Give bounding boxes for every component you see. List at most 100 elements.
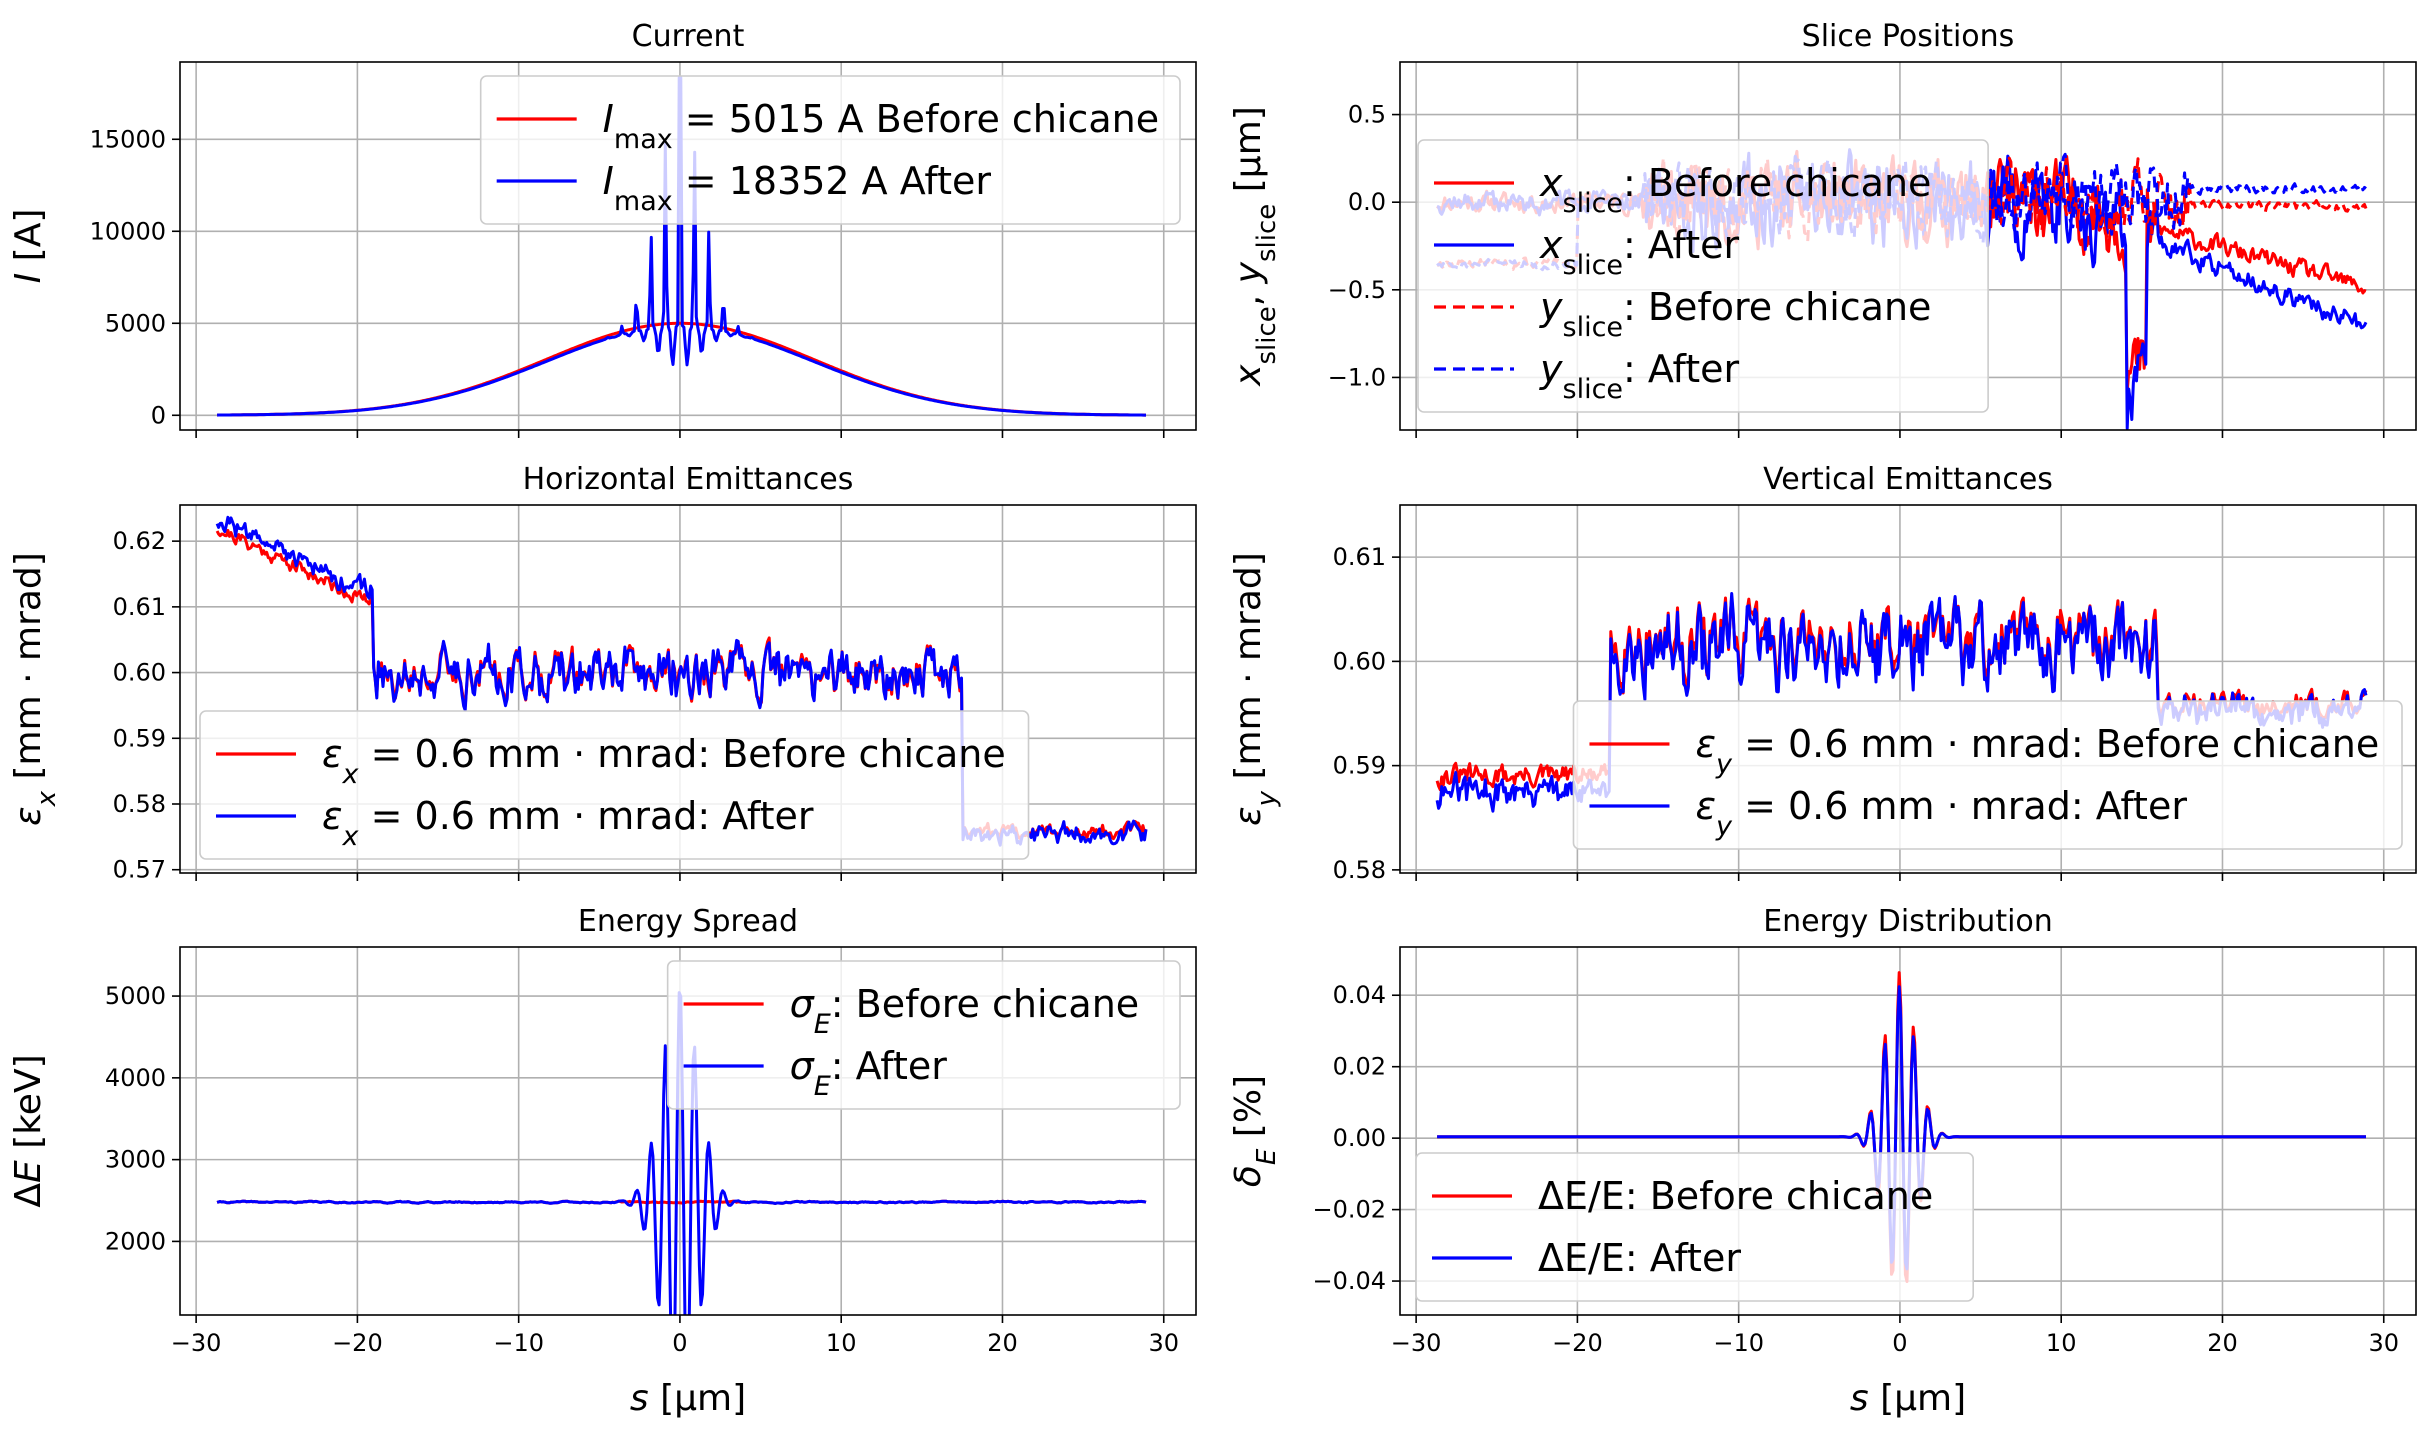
y-tick-label: 0.5 xyxy=(1348,101,1386,129)
legend-entry: xslice: After xyxy=(1539,223,1740,281)
y-tick-label: 0.02 xyxy=(1333,1053,1386,1081)
y-axis-label-part: [keV] xyxy=(8,1054,49,1160)
y-axis-label-part: slice xyxy=(1252,306,1282,364)
y-tick-label: 0 xyxy=(151,401,166,429)
y-axis-label-part: x xyxy=(1228,364,1269,387)
panel-title: Energy Distribution xyxy=(1763,904,2053,939)
legend: εy = 0.6 mm · mrad: Before chicane εy = 0… xyxy=(1572,700,2403,850)
y-axis-label-part: ε xyxy=(1228,806,1269,825)
legend-entry-sub: y xyxy=(1715,749,1733,780)
y-axis-label-part: ε xyxy=(8,806,49,825)
legend-entry: ΔE/E: After xyxy=(1538,1236,1741,1280)
legend-entry-symbol: y xyxy=(1539,285,1563,329)
legend-entry-text: = 0.6 mm · mrad: After xyxy=(359,794,814,838)
x-tick-label: 20 xyxy=(987,1329,1018,1357)
x-tick-label: −20 xyxy=(332,1329,383,1357)
y-tick-label: 2000 xyxy=(105,1227,166,1255)
series-line-1 xyxy=(217,321,1146,417)
legend-entry: Imax = 5015 A Before chicane xyxy=(603,97,1159,155)
x-tick-label: 0 xyxy=(1892,1329,1907,1357)
legend-entry-sub: max xyxy=(614,124,673,155)
y-axis-label-part: δ xyxy=(1228,1165,1269,1187)
panel-title: Horizontal Emittances xyxy=(523,462,854,497)
legend-entry: yslice: After xyxy=(1539,347,1740,405)
x-axis-label: s [µm] xyxy=(1850,1378,1966,1419)
y-axis-label-part: y xyxy=(1252,790,1282,807)
y-axis-label-part: [mm · mrad] xyxy=(8,552,49,791)
legend-entry-symbol: ε xyxy=(322,732,343,776)
x-tick-label: −30 xyxy=(171,1329,222,1357)
y-axis-label-part: [µm] xyxy=(1228,106,1269,204)
legend-entry-text: : After xyxy=(831,1044,948,1088)
y-axis-label: εx [mm · mrad] xyxy=(8,552,62,826)
y-tick-label: 0.57 xyxy=(113,856,166,884)
legend-entry-sub: max xyxy=(614,186,673,217)
x-axis-label-unit: [µm] xyxy=(1869,1378,1967,1419)
legend-entry-text: : After xyxy=(1623,223,1740,267)
legend-entry-symbol: I xyxy=(603,97,614,141)
y-axis-label: I [A] xyxy=(8,209,49,284)
legend-entry-sub: x xyxy=(342,821,360,852)
y-tick-label: 0.61 xyxy=(113,593,166,621)
legend-entry-text: : Before chicane xyxy=(1623,285,1931,329)
y-tick-label: −0.04 xyxy=(1312,1267,1386,1295)
legend-entry-symbol: y xyxy=(1539,347,1563,391)
legend-entry: εx = 0.6 mm · mrad: Before chicane xyxy=(322,732,1006,790)
legend-entry-text: : Before chicane xyxy=(1623,161,1931,205)
legend-entry-symbol: ΔE/E xyxy=(1538,1174,1625,1218)
y-axis-label-part: slice xyxy=(1252,204,1282,262)
y-tick-label: 0.60 xyxy=(113,659,166,687)
plot-frame xyxy=(179,504,1197,874)
legend-box xyxy=(1417,139,1989,413)
series-line-2 xyxy=(1437,985,2366,1271)
y-tick-label: 0.59 xyxy=(113,724,166,752)
legend-entry-symbol: ε xyxy=(1695,784,1716,828)
plot-frame xyxy=(179,61,1197,431)
y-tick-label: 0.58 xyxy=(113,790,166,818)
y-tick-label: 5000 xyxy=(105,982,166,1010)
panel-title: Current xyxy=(632,19,745,54)
series-line-3 xyxy=(1436,155,2368,271)
legend-entry-symbol: ε xyxy=(1695,722,1716,766)
legend-box xyxy=(199,710,1030,860)
panel-title: Vertical Emittances xyxy=(1763,462,2053,497)
y-tick-label: 0.61 xyxy=(1333,543,1386,571)
x-axis-label-symbol: s xyxy=(630,1378,649,1419)
y-tick-label: 0.0 xyxy=(1348,188,1386,216)
legend-entry: Imax = 18352 A After xyxy=(603,159,992,217)
legend-entry-sub: E xyxy=(814,1071,831,1102)
y-axis-label-part: y xyxy=(1228,261,1269,284)
x-tick-label: 10 xyxy=(826,1329,857,1357)
legend-entry-sub: x xyxy=(342,759,360,790)
legend-entry-sub: slice xyxy=(1563,250,1624,281)
y-tick-label: 15000 xyxy=(90,125,166,153)
panel-title: Slice Positions xyxy=(1802,19,2015,54)
x-tick-label: 30 xyxy=(2368,1329,2399,1357)
plot-frame xyxy=(1399,946,2417,1316)
x-tick-label: −10 xyxy=(493,1329,544,1357)
plot-frame xyxy=(1399,504,2417,874)
y-axis-label: εy [mm · mrad] xyxy=(1228,552,1282,826)
legend-entry: σE: After xyxy=(790,1044,948,1102)
x-tick-label: 20 xyxy=(2207,1329,2238,1357)
legend-entry-text: : Before chicane xyxy=(1625,1174,1933,1218)
legend-entry: σE: Before chicane xyxy=(790,982,1140,1040)
legend: ΔE/E: Before chicane ΔE/E: After xyxy=(1415,1152,1975,1302)
x-tick-label: 0 xyxy=(672,1329,687,1357)
x-axis-label: s [µm] xyxy=(630,1378,746,1419)
legend-box xyxy=(666,960,1181,1110)
y-tick-label: 0.58 xyxy=(1333,856,1386,884)
legend-entry: yslice: Before chicane xyxy=(1539,285,1931,343)
legend-entry: εy = 0.6 mm · mrad: After xyxy=(1695,784,2187,842)
y-tick-label: 10000 xyxy=(90,217,166,245)
legend-box xyxy=(479,75,1181,225)
y-axis-label-part: E xyxy=(1252,1148,1282,1165)
x-tick-label: −20 xyxy=(1552,1329,1603,1357)
y-axis-label-part: [mm · mrad] xyxy=(1228,552,1269,791)
legend-entry-text: = 0.6 mm · mrad: Before chicane xyxy=(1732,722,2379,766)
legend-box xyxy=(1415,1152,1975,1302)
x-tick-label: 30 xyxy=(1148,1329,1179,1357)
y-axis-label-part: E xyxy=(8,1160,49,1183)
